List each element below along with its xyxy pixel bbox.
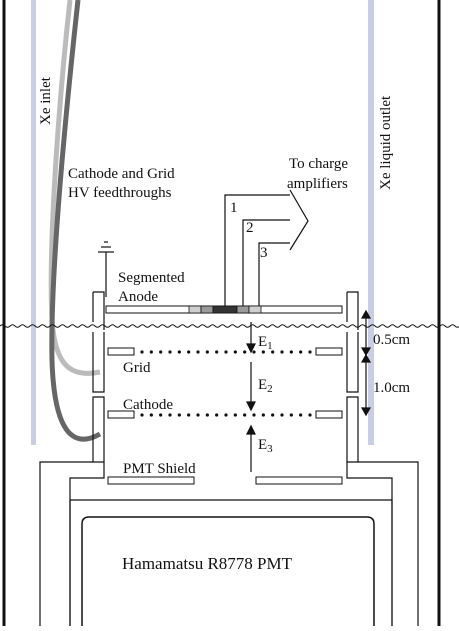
cathode-wire — [149, 413, 153, 417]
cathode-wire — [224, 413, 228, 417]
field-label-e2: E2 — [258, 377, 273, 395]
grid-wire — [308, 350, 312, 354]
channel-2-label: 2 — [246, 220, 254, 236]
grid-wire — [159, 350, 163, 354]
anode-label-line2: Anode — [118, 289, 158, 305]
anode-pad-3 — [212, 305, 238, 314]
amplifier-label-line2: amplifiers — [287, 176, 348, 192]
cathode-wire — [159, 413, 163, 417]
cathode-ring-left — [107, 410, 135, 419]
field-label-e1: E1 — [258, 334, 273, 352]
cathode-wire — [261, 413, 265, 417]
grid-wire — [149, 350, 153, 354]
pmt-window-left — [107, 476, 195, 485]
grid-wire — [280, 350, 284, 354]
xe-outlet-pipe — [368, 0, 374, 445]
grid-wire — [233, 350, 237, 354]
field-arrows — [246, 322, 256, 472]
gap-bottom-label: 1.0cm — [373, 380, 410, 396]
pmt-label: Hamamatsu R8778 PMT — [122, 554, 293, 573]
channel-3-label: 3 — [260, 245, 268, 261]
cathode-wire — [215, 413, 219, 417]
xe-outlet-label: Xe liquid outlet — [378, 95, 394, 190]
cathode-wire — [308, 413, 312, 417]
right-support — [346, 291, 359, 463]
cathode-wire — [280, 413, 284, 417]
cathode-wire — [177, 413, 181, 417]
grid-wire — [289, 350, 293, 354]
grid-wire — [243, 350, 247, 354]
cathode-wire-dots — [140, 413, 312, 417]
cathode-wire — [205, 413, 209, 417]
gap-dimension-arrows — [360, 309, 372, 417]
grid-wire — [187, 350, 191, 354]
grid-wire — [299, 350, 303, 354]
cathode-wire — [168, 413, 172, 417]
grid-ring-right — [315, 347, 343, 356]
anode-pad-1 — [188, 305, 202, 314]
hv-cable-cathode — [49, 0, 102, 442]
grid-wire — [196, 350, 200, 354]
feedthrough-label-line1: Cathode and Grid — [68, 166, 175, 182]
cathode-wire — [243, 413, 247, 417]
anode-pad-2 — [200, 305, 214, 314]
grid-ring-left — [107, 347, 135, 356]
cathode-wire — [252, 413, 256, 417]
anode-pad-5 — [248, 305, 262, 314]
xe-inlet-label: Xe inlet — [38, 76, 54, 125]
cathode-wire — [233, 413, 237, 417]
field-label-e3: E3 — [258, 437, 273, 455]
pmt-housing — [69, 499, 393, 626]
cathode-label: Cathode — [123, 397, 173, 413]
grid-wire — [261, 350, 265, 354]
cathode-wire — [187, 413, 191, 417]
pmt-body — [81, 516, 375, 626]
hv-cable-grid — [48, 0, 101, 376]
grid-wire — [224, 350, 228, 354]
grid-wire — [177, 350, 181, 354]
ground-symbol — [98, 241, 114, 297]
grid-label: Grid — [123, 360, 151, 376]
amplifier-label-line1: To charge — [289, 156, 348, 172]
grid-wire — [252, 350, 256, 354]
grid-wire — [168, 350, 172, 354]
cathode-wire — [299, 413, 303, 417]
cathode-wire — [271, 413, 275, 417]
cathode-wire — [140, 413, 144, 417]
cathode-wire — [289, 413, 293, 417]
pmt-shield — [39, 461, 419, 626]
gap-top-label: 0.5cm — [373, 332, 410, 348]
feedthrough-label-line2: HV feedthroughs — [68, 185, 172, 201]
grid-wire — [215, 350, 219, 354]
liquid-surface — [0, 324, 459, 328]
grid-wire — [140, 350, 144, 354]
anode-pad-4 — [236, 305, 250, 314]
cathode-wire — [196, 413, 200, 417]
grid-wire — [205, 350, 209, 354]
signal-wires — [224, 189, 309, 306]
anode-label-line1: Segmented — [118, 270, 185, 286]
grid-wire — [271, 350, 275, 354]
pmt-shield-label: PMT Shield — [123, 461, 196, 477]
cathode-ring-right — [315, 410, 343, 419]
channel-1-label: 1 — [230, 200, 238, 216]
xe-inlet-pipe — [31, 0, 36, 445]
grid-wire-dots — [140, 350, 312, 354]
pmt-window-right — [255, 476, 343, 485]
